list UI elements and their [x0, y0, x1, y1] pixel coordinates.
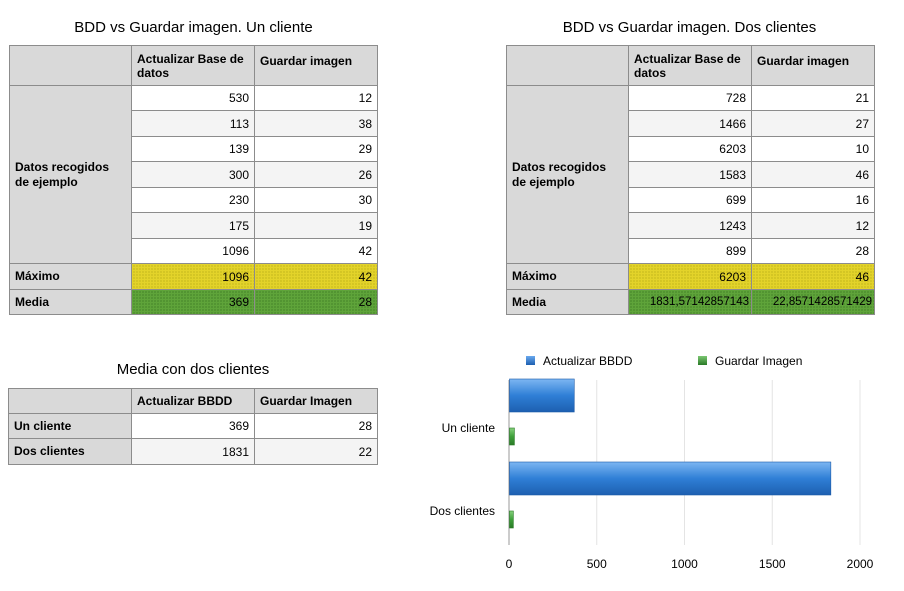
table1-cell: 26 [254, 161, 378, 188]
table2-cell: 6203 [628, 136, 752, 162]
table2-col2-header: Guardar imagen [751, 45, 875, 86]
table3-row-label: Dos clientes [8, 438, 132, 465]
y-category-label: Un cliente [442, 421, 496, 435]
table2-mean-cell: 22,8571428571429 [751, 289, 875, 315]
table1: Actualizar Base de datos Guardar imagen … [9, 45, 378, 315]
table1-cell: 139 [131, 136, 255, 162]
table2-cell: 46 [751, 161, 875, 188]
table1-cell: 38 [254, 110, 378, 137]
table2-cell: 10 [751, 136, 875, 162]
bar-actualizar-bbdd [509, 461, 832, 496]
table3-cell: 1831 [131, 438, 255, 465]
table1-title: BDD vs Guardar imagen. Un cliente [74, 19, 313, 36]
table1-group-label: Datos recogidos de ejemplo [9, 85, 132, 264]
table1-mean-cell: 369 [131, 289, 255, 315]
table2-max-cell: 46 [751, 263, 875, 290]
table1-corner [9, 45, 132, 86]
x-tick-label: 500 [587, 557, 607, 571]
y-category-label: Dos clientes [430, 504, 495, 518]
table2-group-label: Datos recogidos de ejemplo [506, 85, 629, 264]
table2-mean-label: Media [506, 289, 629, 315]
table2-cell: 1466 [628, 110, 752, 137]
table2-cell: 1583 [628, 161, 752, 188]
table1-cell: 29 [254, 136, 378, 162]
table2-col1-header: Actualizar Base de datos [628, 45, 752, 86]
table3-col2-header: Guardar Imagen [254, 388, 378, 414]
bar-chart: 0 500 1000 1500 2000 Un cliente Dos clientes A… [430, 354, 874, 571]
table1-cell: 175 [131, 212, 255, 239]
table1-cell: 530 [131, 85, 255, 111]
table2-cell: 12 [751, 212, 875, 239]
x-tick-label: 1000 [671, 557, 698, 571]
table3-cell: 28 [254, 413, 378, 439]
table3-cell: 22 [254, 438, 378, 465]
table1-cell: 113 [131, 110, 255, 137]
table1-col1-header: Actualizar Base de datos [131, 45, 255, 86]
table2-cell: 27 [751, 110, 875, 137]
table1-cell: 19 [254, 212, 378, 239]
bar-guardar-imagen [509, 510, 514, 529]
table1-cell: 300 [131, 161, 255, 188]
table3-corner [8, 388, 132, 414]
bar-actualizar-bbdd [509, 378, 575, 413]
table2-max-cell: 6203 [628, 263, 752, 290]
x-tick-label: 0 [506, 557, 513, 571]
table2-cell: 699 [628, 187, 752, 213]
table1-cell: 12 [254, 85, 378, 111]
table1-max-cell: 1096 [131, 263, 255, 290]
table1-mean-label: Media [9, 289, 132, 315]
table1-mean-cell: 28 [254, 289, 378, 315]
table1-max-label: Máximo [9, 263, 132, 290]
table1-cell: 42 [254, 238, 378, 264]
legend-swatch [526, 356, 535, 365]
table1-cell: 30 [254, 187, 378, 213]
table2-cell: 21 [751, 85, 875, 111]
x-tick-label: 2000 [847, 557, 874, 571]
table2-cell: 728 [628, 85, 752, 111]
table2-cell: 899 [628, 238, 752, 264]
table3-col1-header: Actualizar BBDD [131, 388, 255, 414]
table1-col2-header: Guardar imagen [254, 45, 378, 86]
table3: Actualizar BBDD Guardar Imagen Un client… [8, 388, 378, 465]
table2-corner [506, 45, 629, 86]
table1-cell: 1096 [131, 238, 255, 264]
table2-max-label: Máximo [506, 263, 629, 290]
table3-cell: 369 [131, 413, 255, 439]
table2: Actualizar Base de datos Guardar imagen … [506, 45, 875, 315]
bar-guardar-imagen [509, 427, 515, 446]
table2-mean-cell: 1831,57142857143 [628, 289, 752, 315]
table1-max-cell: 42 [254, 263, 378, 290]
table2-cell: 28 [751, 238, 875, 264]
table2-cell: 16 [751, 187, 875, 213]
legend-swatch [698, 356, 707, 365]
legend-label: Actualizar BBDD [543, 354, 633, 368]
legend-label: Guardar Imagen [715, 354, 802, 368]
table2-cell: 1243 [628, 212, 752, 239]
table3-title: Media con dos clientes [116, 361, 270, 378]
table3-row-label: Un cliente [8, 413, 132, 439]
table1-cell: 230 [131, 187, 255, 213]
x-tick-label: 1500 [759, 557, 786, 571]
table2-title: BDD vs Guardar imagen. Dos clientes [562, 19, 817, 36]
